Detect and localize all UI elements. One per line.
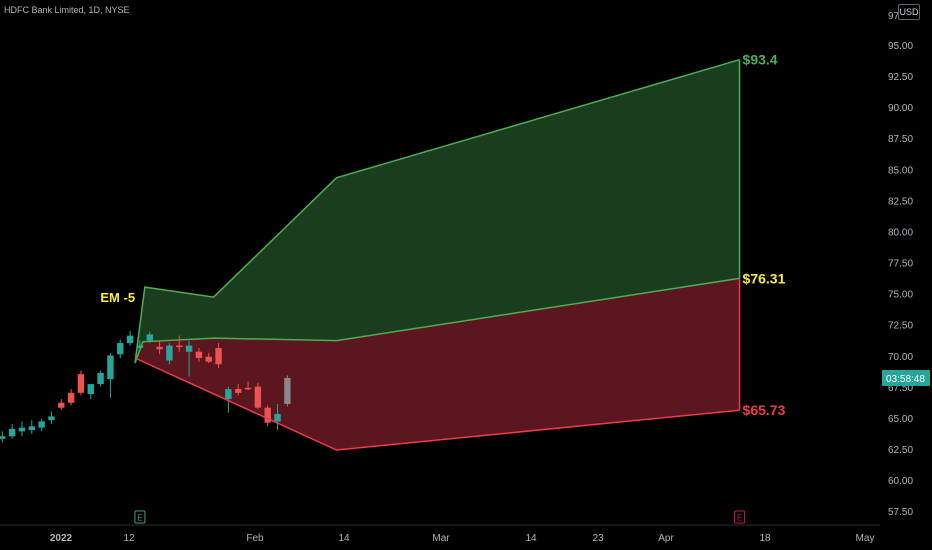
candle-body [205,356,212,362]
em-annotation: EM -5 [100,290,135,305]
time-tick-label: 18 [759,533,771,544]
candle-body [107,355,114,380]
candle-body [215,348,222,365]
price-tick-label: 95.00 [888,41,913,52]
price-tick-label: 75.00 [888,290,913,301]
candle-body [264,407,271,423]
symbol-title[interactable]: HDFC Bank Limited, 1D, NYSE [4,5,130,15]
candle-body [156,346,163,350]
lower-price-label: $65.73 [743,402,786,418]
candle-body [225,389,232,400]
candle-body [67,392,75,403]
currency-button[interactable]: USD [898,4,920,20]
axes: 57.50 60.00 62.50 65.00 67.50 70.00 72.50 75.00… [0,11,930,544]
price-tick-label: 82.50 [888,196,913,207]
candle-body [235,389,242,393]
time-tick-label: Feb [246,533,264,544]
time-tick-label: 12 [123,533,135,544]
price-tick-label: 60.00 [888,476,913,487]
candle-body [8,428,16,437]
lower-band-fill [135,278,740,450]
countdown-label: 03:58:48 [886,374,925,385]
price-tick-label: 87.50 [888,134,913,145]
projection-fills [135,59,740,450]
candlesticks [0,330,291,443]
price-tick-label: 85.00 [888,165,913,176]
price-tick-label: 80.00 [888,227,913,238]
price-tick-label: 67.50 [888,383,913,394]
time-tick-label: 14 [338,533,350,544]
lower-band-line [134,357,740,451]
middle-band-line [134,277,740,364]
candle-body [87,384,94,395]
candle-body [274,413,281,422]
time-tick-label: 23 [592,533,604,544]
candle-body [58,402,65,408]
price-tick-label: 90.00 [888,103,913,114]
candle-body [244,387,252,390]
candle-body [48,416,55,421]
candle-body [185,345,193,352]
candle-body [146,334,153,341]
time-tick-label: May [856,533,875,544]
price-tick-label: 57.50 [888,507,913,518]
candle-body [97,372,104,385]
time-tick-label: Mar [432,533,450,544]
countdown-badge [882,370,930,386]
middle-price-label: $76.31 [743,270,786,286]
candle-body [166,345,173,361]
candle-body [176,345,183,348]
upper-band-fill [135,59,740,363]
earnings-event-label: E [137,514,142,523]
candle-body [18,427,26,432]
price-tick-label: 97 [888,11,900,22]
time-tick-label: 2022 [50,533,73,544]
candle-body [254,386,262,408]
time-tick-label: Apr [658,533,674,544]
earnings-event-icon [134,510,146,524]
price-tick-label: 70.00 [888,352,913,363]
price-tick-label: 72.50 [888,321,913,332]
price-tick-label: 92.50 [888,72,913,83]
candle-body [126,335,134,344]
price-tick-label: 77.50 [888,259,913,270]
earnings-event-label: E [737,514,742,523]
earnings-event-icon [734,510,746,524]
candle-body [28,426,35,431]
upper-band-line [134,58,740,364]
time-tick-label: 14 [525,533,537,544]
price-tick-label: 65.00 [888,414,913,425]
projection-bands [134,58,741,451]
candle-body [38,421,45,428]
price-tick-label: 62.50 [888,445,913,456]
candle-body [117,343,124,355]
candle-body [0,436,6,439]
candle-body [77,374,85,393]
upper-price-label: $93.4 [743,52,778,68]
candle-body [136,345,144,349]
candle-body [284,377,291,404]
projection-labels: $93.4 $76.31 $65.73 EM -5 [100,52,785,419]
candle-body [195,351,203,358]
